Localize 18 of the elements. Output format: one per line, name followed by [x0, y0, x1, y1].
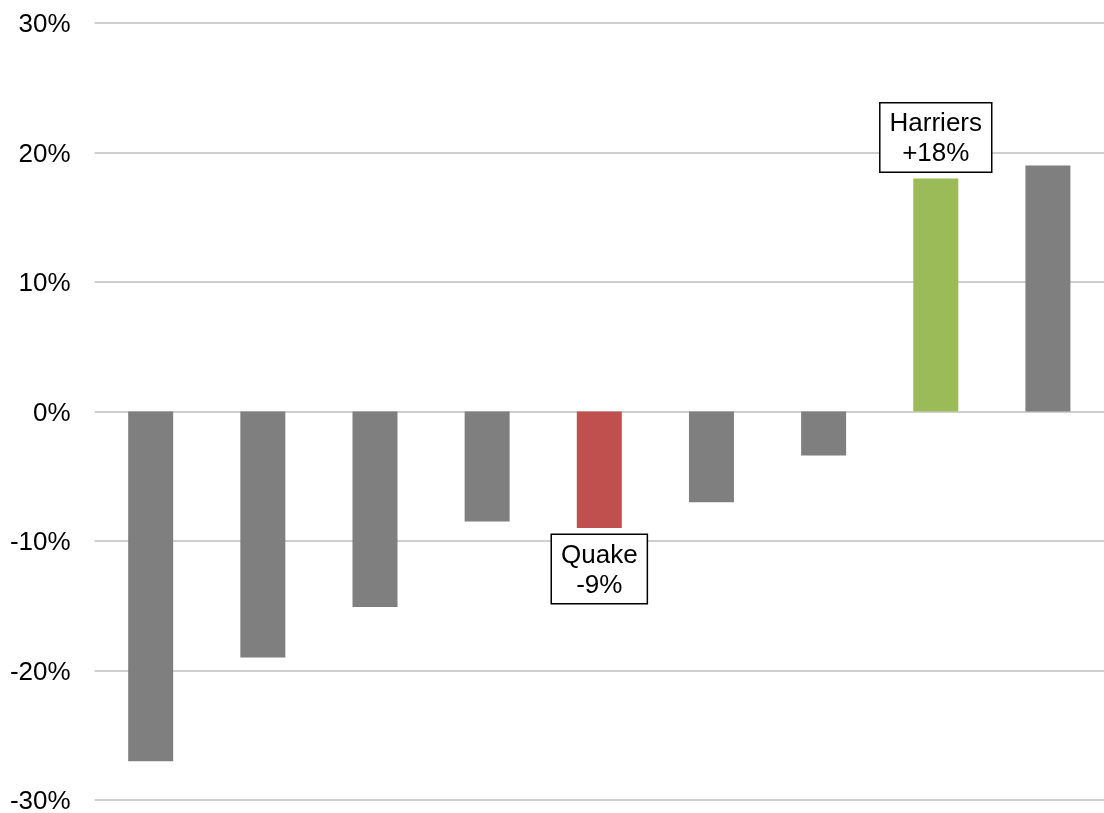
bar: [240, 411, 286, 658]
bar: [352, 411, 398, 608]
y-tick-label: 30%: [18, 8, 71, 38]
y-tick-label: -30%: [9, 785, 71, 813]
bar: [1025, 165, 1071, 412]
y-tick-label: 20%: [18, 137, 71, 168]
y-tick-label: -10%: [9, 526, 71, 556]
bar: [128, 411, 174, 762]
bar: [576, 411, 622, 529]
bar: [688, 411, 734, 503]
y-tick-label: -20%: [9, 655, 71, 686]
bar: [464, 411, 510, 522]
data-label: Quake -9%: [561, 539, 638, 600]
y-tick-label: 10%: [18, 267, 71, 297]
y-tick-label: 0%: [33, 396, 71, 427]
bar: [913, 178, 959, 412]
data-label: Harriers +18%: [889, 107, 982, 168]
bar: [801, 411, 847, 456]
